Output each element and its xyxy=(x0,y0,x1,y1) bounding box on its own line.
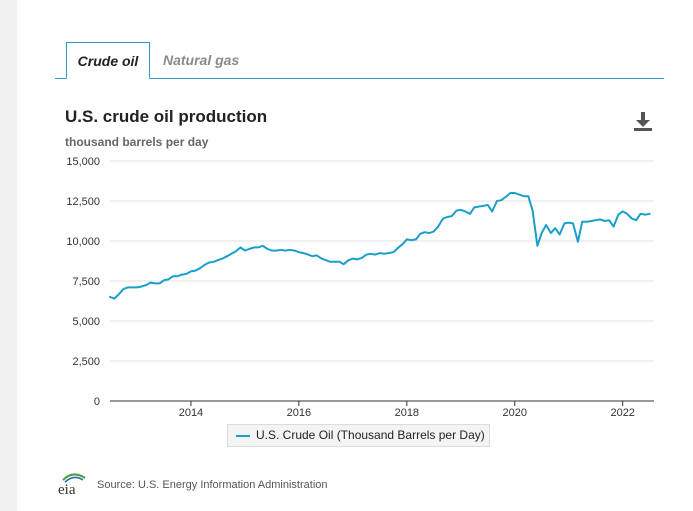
y-tick-label: 7,500 xyxy=(72,276,100,288)
chart-title: U.S. crude oil production xyxy=(65,107,268,126)
source-note: Source: U.S. Energy Information Administ… xyxy=(97,479,328,491)
tab-natural-gas[interactable]: Natural gas xyxy=(163,52,240,68)
eia-logo-text: eia xyxy=(58,482,76,496)
series-line-crude-oil xyxy=(109,192,651,300)
legend-label: U.S. Crude Oil (Thousand Barrels per Day… xyxy=(256,428,485,442)
x-tick-label: 2014 xyxy=(179,407,203,419)
eia-logo: eia xyxy=(58,473,86,496)
y-tick-label: 12,500 xyxy=(66,196,100,208)
y-tick-label: 2,500 xyxy=(72,356,100,368)
x-tick-label: 2016 xyxy=(287,407,311,419)
y-tick-label: 5,000 xyxy=(72,316,100,328)
tab-bar: Crude oil Natural gas xyxy=(55,42,664,79)
y-tick-label: 0 xyxy=(94,396,100,408)
x-tick-label: 2020 xyxy=(503,407,527,419)
x-tick-label: 2018 xyxy=(395,407,419,419)
legend-item[interactable]: U.S. Crude Oil (Thousand Barrels per Day… xyxy=(227,424,490,447)
tab-crude-oil[interactable]: Crude oil xyxy=(66,42,150,79)
y-tick-label: 10,000 xyxy=(66,236,100,248)
page-left-gutter xyxy=(0,0,17,511)
y-axis-units-label: thousand barrels per day xyxy=(65,135,209,149)
y-tick-label: 15,000 xyxy=(66,156,100,168)
legend-swatch xyxy=(236,435,250,437)
x-tick-label: 2022 xyxy=(610,407,634,419)
download-icon[interactable] xyxy=(632,110,654,132)
